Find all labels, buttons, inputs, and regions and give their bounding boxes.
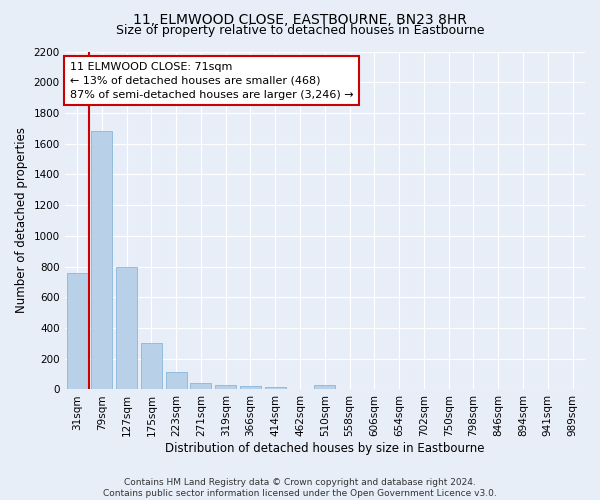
Text: Contains HM Land Registry data © Crown copyright and database right 2024.
Contai: Contains HM Land Registry data © Crown c… — [103, 478, 497, 498]
Text: 11 ELMWOOD CLOSE: 71sqm
← 13% of detached houses are smaller (468)
87% of semi-d: 11 ELMWOOD CLOSE: 71sqm ← 13% of detache… — [70, 62, 353, 100]
Bar — [190, 384, 211, 390]
Text: 11, ELMWOOD CLOSE, EASTBOURNE, BN23 8HR: 11, ELMWOOD CLOSE, EASTBOURNE, BN23 8HR — [133, 12, 467, 26]
Bar — [67, 272, 88, 390]
Bar — [215, 386, 236, 390]
Text: Size of property relative to detached houses in Eastbourne: Size of property relative to detached ho… — [116, 24, 484, 37]
X-axis label: Distribution of detached houses by size in Eastbourne: Distribution of detached houses by size … — [165, 442, 485, 455]
Bar — [116, 266, 137, 390]
Bar — [240, 386, 261, 390]
Bar — [166, 372, 187, 390]
Bar — [265, 387, 286, 390]
Bar — [141, 344, 162, 390]
Y-axis label: Number of detached properties: Number of detached properties — [15, 128, 28, 314]
Bar — [91, 132, 112, 390]
Bar — [314, 385, 335, 390]
